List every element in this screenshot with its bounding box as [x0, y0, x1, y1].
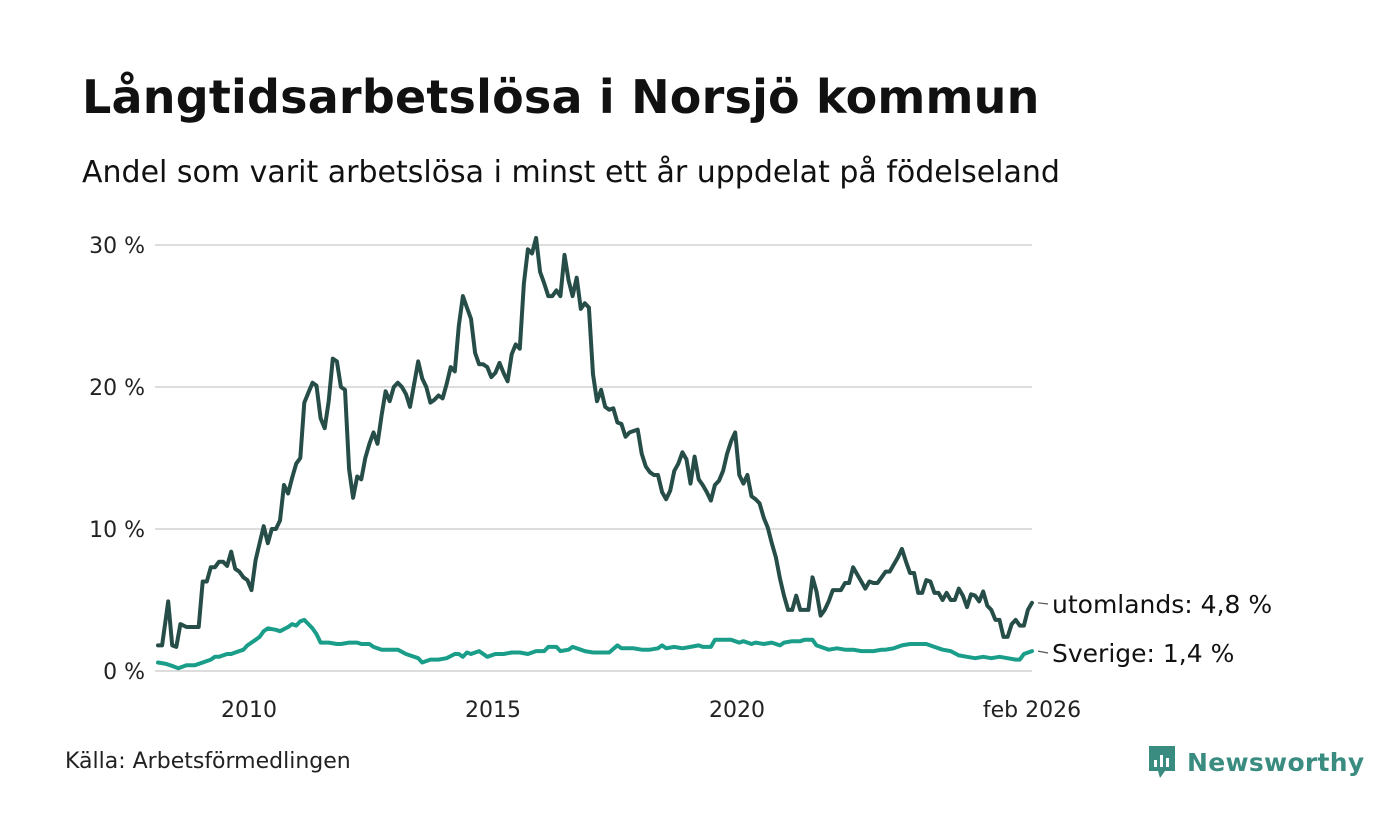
x-axis-ticks: 2010 2015 2020 feb 2026 [221, 698, 1081, 723]
x-tick-label: feb 2026 [983, 698, 1081, 723]
y-tick-label: 20 % [89, 376, 145, 401]
y-axis-ticks: 0 % 10 % 20 % 30 % [89, 234, 145, 685]
end-label-connector [1037, 650, 1049, 654]
grid-lines [155, 244, 1032, 672]
chart-subtitle: Andel som varit arbetslösa i minst ett å… [82, 155, 1060, 190]
y-tick-label: 0 % [103, 660, 145, 685]
y-tick-label: 10 % [89, 518, 145, 543]
x-tick-label: 2020 [709, 698, 765, 723]
newsworthy-logo-icon [1149, 746, 1175, 778]
x-tick-label: 2015 [465, 698, 521, 723]
series-lines [156, 235, 1034, 671]
y-tick-label: 30 % [89, 234, 145, 259]
end-label-utomlands: utomlands: 4,8 % [1052, 590, 1272, 619]
end-label-connector [1037, 602, 1049, 605]
chart-title: Långtidsarbetslösa i Norsjö kommun [82, 70, 1040, 124]
newsworthy-brand-text: Newsworthy [1187, 747, 1365, 777]
series-line-sverige [156, 617, 1034, 671]
source-note: Källa: Arbetsförmedlingen [65, 749, 351, 774]
series-line-utomlands [156, 235, 1034, 649]
end-label-sverige: Sverige: 1,4 % [1052, 639, 1234, 668]
newsworthy-logo: Newsworthy [1147, 744, 1365, 780]
series-end-labels: utomlands: 4,8 % Sverige: 1,4 % [1037, 590, 1272, 668]
x-tick-label: 2010 [221, 698, 277, 723]
